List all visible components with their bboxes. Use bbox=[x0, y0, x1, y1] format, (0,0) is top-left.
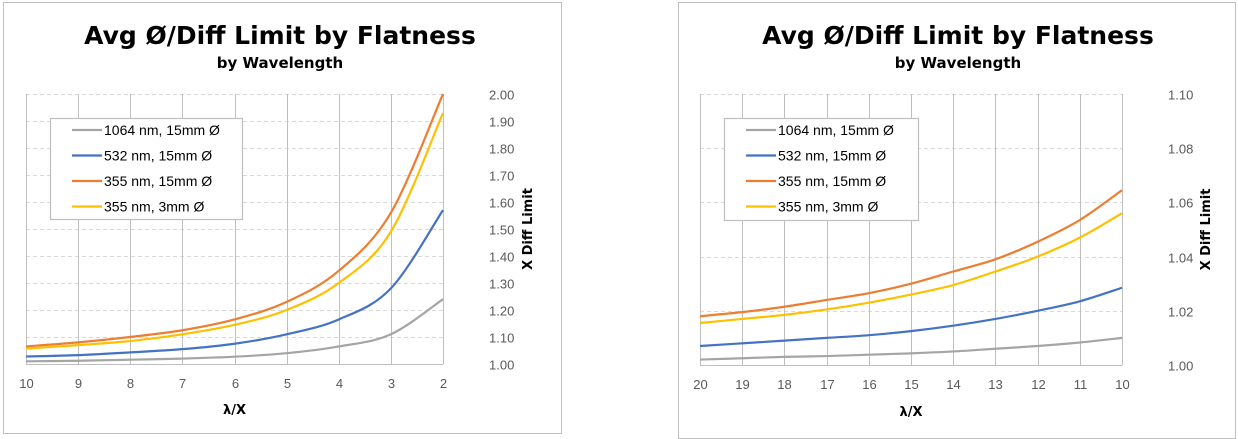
y-tick-label: 1.80 bbox=[489, 142, 514, 157]
legend-label: 355 nm, 3mm Ø bbox=[778, 199, 878, 215]
series-line-2 bbox=[25, 209, 444, 358]
x-tick-label: 7 bbox=[179, 376, 186, 391]
legend: 1064 nm, 15mm Ø 532 nm, 15mm Ø 355 nm, 15m… bbox=[49, 117, 244, 221]
y-tick-label: 1.60 bbox=[489, 196, 514, 211]
y-tick-label: 1.00 bbox=[1168, 359, 1193, 374]
x-tick-label: 12 bbox=[1031, 377, 1045, 392]
y-tick-label: 1.30 bbox=[489, 277, 514, 292]
legend-box bbox=[49, 117, 244, 221]
y-tick-label: 1.10 bbox=[1168, 88, 1193, 103]
x-tick-label: 9 bbox=[75, 376, 82, 391]
y-tick-label: 1.02 bbox=[1168, 305, 1193, 320]
x-tick-label: 6 bbox=[232, 376, 239, 391]
y-tick-label: 1.06 bbox=[1168, 196, 1193, 211]
legend: 1064 nm, 15mm Ø 532 nm, 15mm Ø 355 nm, 15m… bbox=[723, 117, 920, 222]
x-tick-label: 20 bbox=[693, 377, 707, 392]
y-tick-label: 1.04 bbox=[1168, 251, 1193, 266]
legend-label: 355 nm, 15mm Ø bbox=[778, 173, 886, 189]
y-tick-label: 1.10 bbox=[489, 331, 514, 346]
series-line-1 bbox=[25, 298, 444, 363]
x-tick-label: 8 bbox=[127, 376, 134, 391]
x-tick-label: 11 bbox=[1074, 377, 1088, 392]
y-axis-title: X Diff Limit bbox=[1199, 189, 1214, 271]
legend-label: 355 nm, 3mm Ø bbox=[104, 199, 204, 215]
y-tick-label: 1.00 bbox=[489, 358, 514, 373]
x-tick-label: 2 bbox=[440, 376, 447, 391]
chart-subtitle: by Wavelength bbox=[895, 54, 1021, 72]
x-tick-label: 19 bbox=[735, 377, 749, 392]
legend-label: 532 nm, 15mm Ø bbox=[104, 148, 212, 164]
legend-label: 1064 nm, 15mm Ø bbox=[104, 122, 220, 138]
chart-title: Avg Ø/Diff Limit by Flatness bbox=[762, 21, 1154, 50]
legend-label: 355 nm, 15mm Ø bbox=[104, 173, 212, 189]
x-tick-label: 4 bbox=[336, 376, 343, 391]
series-line-4 bbox=[699, 212, 1123, 325]
y-axis-title: X Diff Limit bbox=[521, 188, 536, 270]
y-tick-label: 1.90 bbox=[489, 115, 514, 130]
x-tick-label: 18 bbox=[777, 377, 791, 392]
x-tick-label: 13 bbox=[988, 377, 1002, 392]
x-tick-label: 10 bbox=[1115, 377, 1129, 392]
x-tick-label: 3 bbox=[388, 376, 395, 391]
series-line-1 bbox=[699, 336, 1123, 361]
x-axis-title: λ/X bbox=[900, 405, 923, 420]
chart-1: Avg Ø/Diff Limit by Flatness by Wavelengt… bbox=[3, 2, 562, 434]
series-line-3 bbox=[699, 189, 1123, 318]
x-tick-label: 17 bbox=[820, 377, 834, 392]
legend-label: 1064 nm, 15mm Ø bbox=[778, 122, 894, 138]
y-tick-label: 1.20 bbox=[489, 304, 514, 319]
legend-label: 532 nm, 15mm Ø bbox=[778, 148, 886, 164]
x-tick-label: 14 bbox=[946, 377, 960, 392]
chart-title: Avg Ø/Diff Limit by Flatness bbox=[84, 21, 476, 50]
x-tick-label: 10 bbox=[19, 376, 33, 391]
series-line-4 bbox=[25, 112, 445, 350]
y-tick-label: 1.08 bbox=[1168, 142, 1193, 157]
series-line-3 bbox=[25, 93, 445, 348]
x-tick-label: 15 bbox=[904, 377, 918, 392]
chart-2: Avg Ø/Diff Limit by Flatness by Wavelengt… bbox=[678, 2, 1236, 439]
chart-subtitle: by Wavelength bbox=[217, 54, 343, 72]
x-axis-title: λ/X bbox=[223, 403, 246, 418]
y-tick-label: 2.00 bbox=[489, 88, 514, 103]
y-tick-label: 1.50 bbox=[489, 223, 514, 238]
y-tick-label: 1.40 bbox=[489, 250, 514, 265]
x-tick-label: 5 bbox=[284, 376, 291, 391]
x-tick-label: 16 bbox=[862, 377, 876, 392]
series-line-2 bbox=[699, 286, 1123, 348]
legend-box bbox=[723, 117, 920, 222]
y-tick-label: 1.70 bbox=[489, 169, 514, 184]
